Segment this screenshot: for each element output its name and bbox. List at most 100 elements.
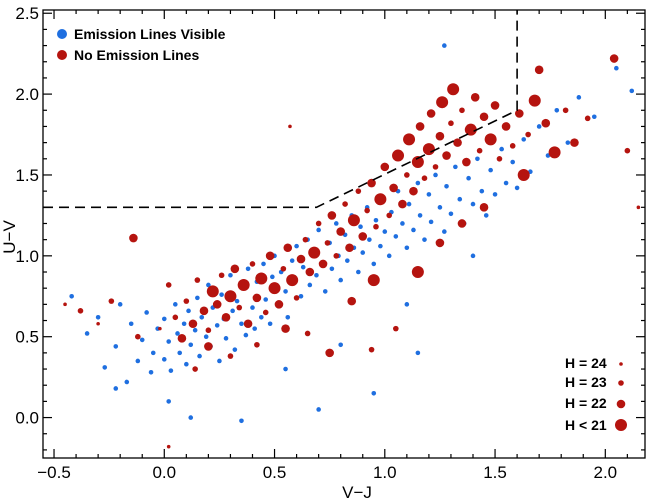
point-emission (144, 310, 149, 315)
point-no-emission (288, 125, 292, 129)
color-legend: Emission Lines Visible No Emission Lines (57, 26, 226, 63)
point-emission (453, 165, 458, 170)
point-emission (308, 283, 313, 288)
point-emission (356, 270, 361, 275)
point-emission (475, 156, 480, 161)
y-tick-label: 0.0 (15, 409, 39, 428)
point-no-emission (515, 109, 524, 118)
point-no-emission (63, 303, 67, 307)
point-no-emission (477, 148, 483, 154)
point-emission (250, 305, 255, 310)
point-emission (294, 244, 299, 249)
point-no-emission (398, 200, 407, 209)
point-no-emission (167, 445, 171, 449)
point-no-emission (448, 120, 454, 126)
legend-marker-no-emission (57, 50, 67, 60)
point-no-emission (347, 297, 356, 306)
point-emission (270, 275, 275, 280)
point-no-emission (610, 54, 619, 63)
point-no-emission (255, 272, 267, 284)
x-tick-label: 1.0 (373, 463, 397, 482)
point-no-emission (480, 203, 489, 212)
point-emission (186, 309, 191, 314)
point-emission (166, 399, 171, 404)
point-emission (382, 229, 387, 234)
point-no-emission (369, 347, 375, 353)
point-emission (228, 273, 233, 278)
point-no-emission (423, 143, 435, 155)
point-no-emission (236, 305, 242, 311)
point-no-emission (250, 261, 256, 267)
point-emission (217, 359, 222, 364)
point-emission (233, 347, 238, 352)
size-legend-label-h23: H = 23 (565, 374, 607, 390)
point-no-emission (427, 109, 436, 118)
point-emission (162, 317, 167, 322)
point-no-emission (637, 206, 641, 210)
point-no-emission (393, 326, 399, 332)
point-emission (444, 184, 449, 189)
point-emission (113, 344, 118, 349)
x-axis-title: V−J (342, 483, 372, 502)
x-tick-label: 2.0 (593, 463, 617, 482)
point-emission (85, 331, 90, 336)
point-emission (411, 228, 416, 233)
point-emission (259, 315, 264, 320)
point-emission (230, 309, 235, 314)
point-no-emission (462, 158, 471, 167)
point-emission (438, 205, 443, 210)
point-emission (374, 218, 379, 223)
point-emission (182, 321, 187, 326)
point-no-emission (442, 151, 451, 160)
point-no-emission (254, 342, 260, 348)
point-emission (429, 220, 434, 225)
point-no-emission (283, 243, 292, 252)
point-emission (521, 137, 526, 142)
point-no-emission (570, 138, 579, 147)
point-emission (316, 407, 321, 412)
point-no-emission (458, 219, 467, 228)
point-no-emission (173, 314, 179, 320)
point-emission (151, 351, 156, 356)
point-no-emission (195, 277, 201, 283)
point-no-emission (549, 146, 561, 158)
point-no-emission (459, 107, 465, 113)
point-emission (449, 211, 454, 216)
point-emission (592, 114, 597, 119)
point-emission (162, 357, 167, 362)
point-emission (290, 258, 295, 263)
point-no-emission (358, 232, 367, 241)
point-no-emission (253, 294, 262, 303)
point-emission (360, 250, 365, 255)
point-emission (177, 351, 182, 356)
point-emission (69, 294, 74, 299)
point-emission (219, 292, 224, 297)
point-emission (480, 189, 485, 194)
point-no-emission (325, 240, 331, 246)
point-emission (140, 338, 145, 343)
size-legend-marker-h22 (617, 400, 626, 409)
point-no-emission (206, 327, 212, 333)
point-no-emission (404, 172, 410, 178)
point-emission (316, 228, 321, 233)
point-no-emission (471, 93, 480, 102)
point-emission (442, 43, 447, 48)
point-no-emission (319, 260, 328, 269)
point-emission (416, 351, 421, 356)
point-emission (252, 326, 257, 331)
point-no-emission (525, 132, 531, 138)
point-emission (405, 302, 410, 307)
x-tick-label: −0.5 (37, 463, 71, 482)
point-emission (239, 321, 244, 326)
point-no-emission (348, 214, 360, 226)
point-emission (285, 315, 290, 320)
point-emission (283, 367, 288, 372)
point-no-emission (436, 132, 445, 141)
point-no-emission (297, 255, 306, 264)
point-no-emission (200, 307, 209, 316)
point-emission (246, 266, 251, 271)
size-legend-label-h24: H = 24 (565, 355, 607, 371)
point-no-emission (135, 334, 141, 340)
point-emission (554, 108, 559, 113)
size-legend-label-h21: H < 21 (565, 417, 607, 433)
